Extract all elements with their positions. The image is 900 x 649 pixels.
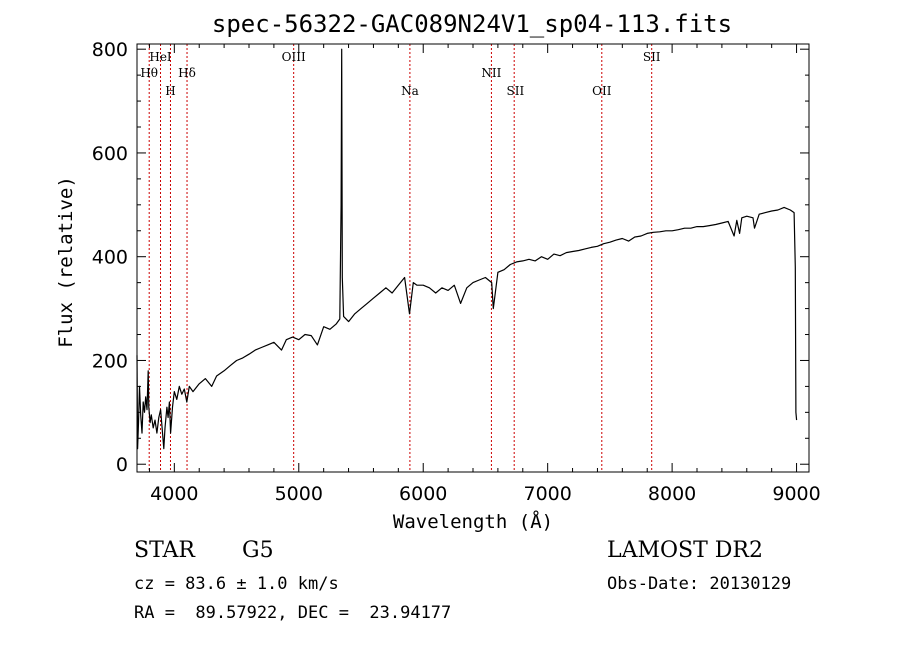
y-tick-label: 0 (116, 454, 128, 476)
y-tick-label: 600 (92, 143, 128, 165)
x-tick-label: 5000 (275, 483, 323, 505)
object-class: STAR (134, 538, 195, 563)
x-tick-label: 6000 (399, 483, 447, 505)
line-marker-label: Hδ (178, 66, 196, 80)
line-marker-label: Na (401, 84, 419, 98)
x-tick-label: 7000 (523, 483, 571, 505)
y-tick-label: 800 (92, 39, 128, 61)
observation-date: Obs-Date: 20130129 (607, 574, 792, 594)
x-tick-label: 4000 (150, 483, 198, 505)
line-marker-label: SII (506, 84, 524, 98)
spectrum-line (136, 48, 798, 450)
line-markers: Hθ HeI HHδ OIII Na NII SII OII SII (140, 44, 661, 472)
line-marker-label: H (165, 84, 175, 98)
line-marker-label: HeI (149, 50, 172, 64)
spectrum-series (136, 48, 798, 450)
y-tick-label: 400 (92, 247, 128, 269)
y-axis-label: Flux (relative) (55, 176, 77, 348)
line-marker-label: Hθ (140, 66, 158, 80)
y-tick-label: 200 (92, 350, 128, 372)
line-marker-label: SII (643, 50, 661, 64)
line-marker-label: NII (481, 66, 501, 80)
survey-name: LAMOST DR2 (607, 538, 763, 563)
x-tick-label: 9000 (772, 483, 820, 505)
x-axis-label: Wavelength (Å) (393, 510, 553, 533)
velocity-text: cz = 83.6 ± 1.0 km/s (134, 574, 339, 594)
coordinates-text: RA = 89.57922, DEC = 23.94177 (134, 603, 452, 623)
object-subclass: G5 (242, 538, 274, 563)
line-marker-label: OIII (282, 50, 306, 64)
line-marker-label: OII (592, 84, 612, 98)
chart-title: spec-56322-GAC089N24V1_sp04-113.fits (212, 10, 732, 38)
plot-frame (136, 43, 810, 473)
axis-ticks: 4000 5000 6000 7000 8000 9000 0 200 400 600 800 (92, 39, 821, 505)
x-tick-label: 8000 (648, 483, 696, 505)
